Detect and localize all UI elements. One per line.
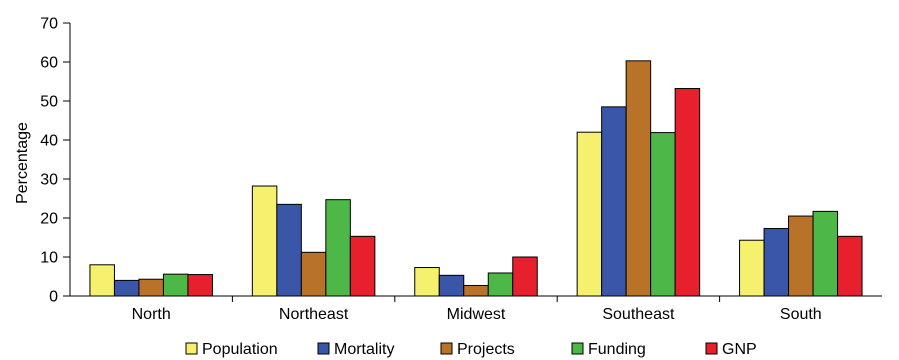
legend-swatch-gnp (705, 342, 718, 355)
y-tick-label: 60 (40, 55, 58, 72)
bar-projects-northeast (300, 251, 327, 297)
y-tick-label: 20 (40, 211, 58, 228)
x-tick-label: North (132, 306, 171, 323)
bar-projects-south (788, 215, 814, 297)
bar-funding-midwest (487, 272, 514, 297)
legend-label-funding: Funding (588, 341, 646, 358)
bar-projects-southeast (625, 60, 652, 297)
legend-swatch-population (185, 342, 198, 355)
bar-gnp-midwest (512, 256, 538, 297)
legend-label-projects: Projects (457, 341, 515, 358)
bar-projects-north (138, 278, 164, 297)
x-tick-label: Southeast (602, 306, 675, 323)
legend-swatch-funding (571, 342, 584, 355)
y-tick-label: 50 (40, 94, 58, 111)
x-tick-label: South (780, 306, 822, 323)
bar-projects-midwest (463, 284, 489, 297)
x-tick-label: Midwest (447, 306, 506, 323)
bar-population-southeast (576, 131, 603, 297)
y-tick-label: 30 (40, 172, 58, 189)
bars (89, 60, 863, 297)
bar-gnp-southeast (674, 88, 701, 297)
x-axis-ticks: North Northeast Midwest Southeast South (132, 296, 822, 323)
legend-label-gnp: GNP (722, 341, 757, 358)
bar-population-south (739, 239, 765, 297)
bar-funding-south (812, 210, 839, 297)
bar-population-northeast (251, 185, 278, 297)
y-tick-label: 0 (49, 289, 58, 306)
bar-gnp-northeast (349, 235, 376, 297)
bar-mortality-northeast (276, 203, 302, 297)
legend-swatch-projects (440, 342, 453, 355)
y-tick-label: 10 (40, 250, 58, 267)
bar-gnp-south (837, 235, 863, 297)
bar-mortality-south (763, 228, 790, 297)
bar-funding-northeast (325, 199, 351, 297)
bar-funding-north (162, 273, 189, 297)
legend-swatch-mortality (317, 342, 330, 355)
y-tick-label: 40 (40, 133, 58, 150)
x-tick-label: Northeast (279, 306, 349, 323)
bar-population-north (89, 264, 115, 297)
bar-gnp-north (187, 274, 213, 297)
legend-label-population: Population (202, 341, 278, 358)
y-tick-label: 70 (40, 16, 58, 33)
bar-funding-southeast (650, 132, 676, 297)
bar-mortality-north (113, 279, 140, 297)
y-axis-ticks: 0 10 20 30 40 50 60 70 (40, 16, 70, 306)
y-axis-title: Percentage (14, 122, 31, 204)
bar-population-midwest (414, 267, 440, 297)
legend-label-mortality: Mortality (334, 341, 394, 358)
bar-mortality-southeast (601, 106, 627, 297)
bar-mortality-midwest (438, 274, 465, 297)
legend: Population Mortality Projects Funding GNP (185, 341, 757, 358)
